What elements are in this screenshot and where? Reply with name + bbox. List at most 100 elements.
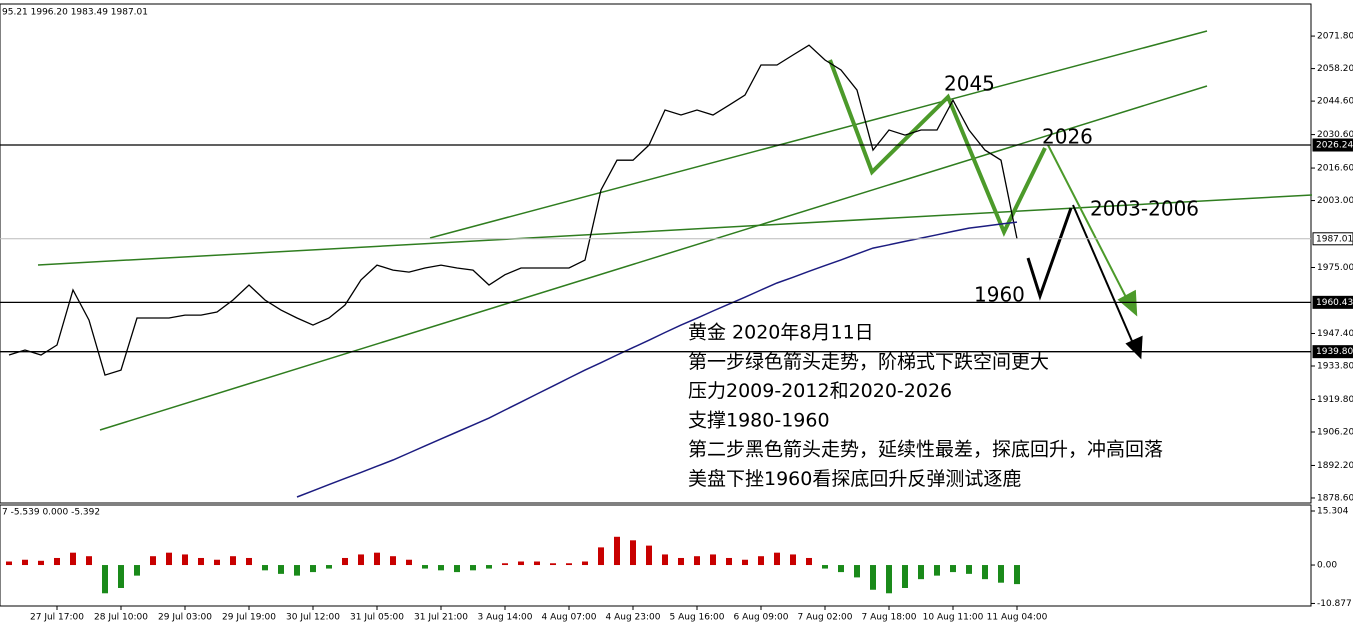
note-line: 美盘下挫1960看探底回升反弹测试逐鹿 (688, 468, 1021, 490)
y-tick-label: 2044.60 (1317, 97, 1353, 107)
annotation: 1960 (974, 283, 1025, 307)
macd-bar (598, 547, 604, 566)
macd-bar (230, 556, 236, 566)
macd-bar (390, 556, 396, 566)
macd-bar (118, 565, 124, 588)
macd-bar (710, 554, 716, 566)
macd-bar (694, 556, 700, 566)
x-tick-label: 6 Aug 09:00 (734, 613, 789, 623)
note-line: 压力2009-2012和2020-2026 (688, 380, 952, 402)
macd-bar (662, 554, 668, 566)
macd-bar (518, 561, 524, 566)
level-badge (1312, 232, 1353, 246)
macd-bar (198, 557, 204, 566)
macd-bar (870, 565, 876, 590)
macd-bar (534, 561, 540, 566)
trend-line (99, 85, 1208, 431)
y-tick-label: 1933.80 (1317, 362, 1353, 372)
macd-bar (486, 565, 492, 569)
macd-bar (150, 556, 156, 566)
macd-bar (998, 565, 1004, 583)
note-line: 第二步黑色箭头走势，延续性最差，探底回升，冲高回落 (688, 439, 1163, 461)
x-tick-label: 7 Aug 02:00 (798, 613, 853, 623)
macd-bar (310, 565, 316, 573)
macd-bar (438, 565, 444, 571)
y-tick-label: 2016.60 (1317, 164, 1353, 174)
x-tick-label: 7 Aug 18:00 (862, 613, 917, 623)
macd-bar (774, 552, 780, 566)
x-tick-label: 4 Aug 23:00 (606, 613, 661, 623)
macd-bar (838, 565, 844, 573)
price-line (8, 44, 1018, 376)
x-tick-label: 28 Jul 10:00 (94, 613, 148, 623)
macd-bar (214, 559, 220, 566)
y-tick-label: 1906.20 (1317, 427, 1353, 437)
x-tick-label: 4 Aug 07:00 (542, 613, 597, 623)
x-tick-label: 10 Aug 11:00 (923, 613, 984, 623)
macd-bar (758, 556, 764, 566)
macd-frame (0, 504, 1312, 607)
arrow-path (1026, 207, 1073, 301)
macd-bar (582, 561, 588, 566)
y-tick-label: 1919.80 (1317, 395, 1353, 405)
level-badge (1312, 295, 1353, 309)
macd-bar (1014, 565, 1020, 585)
macd-bar (294, 565, 300, 576)
macd-bar (454, 565, 460, 573)
macd-bar (182, 554, 188, 566)
level-label: 1987.01 (1316, 234, 1353, 244)
note-line: 第一步绿色箭头走势，阶梯式下跌空间更大 (688, 351, 1049, 373)
level-label: 1960.43 (1316, 298, 1353, 308)
macd-bar (342, 557, 348, 566)
macd-bar (86, 556, 92, 566)
macd-bar (326, 565, 332, 569)
macd-bar (630, 540, 636, 566)
y-tick-label: 2003.00 (1317, 196, 1353, 206)
macd-bar (806, 557, 812, 566)
macd-bar (358, 554, 364, 566)
x-tick-label: 11 Aug 04:00 (987, 613, 1048, 623)
note-line: 支撑1980-1960 (688, 409, 830, 431)
arrow-path (1047, 144, 1131, 306)
x-tick-label: 30 Jul 12:00 (286, 613, 340, 623)
arrow-path (828, 59, 1047, 237)
macd-bar (278, 565, 284, 574)
x-tick-label: 29 Jul 19:00 (222, 613, 276, 623)
x-tick-label: 29 Jul 03:00 (158, 613, 212, 623)
macd-bar (246, 557, 252, 566)
annotation: 2045 (944, 72, 995, 96)
macd-bar (70, 552, 76, 566)
y-tick-label: 15.304 (1317, 506, 1349, 516)
arrow-path (1072, 204, 1136, 349)
price-line (296, 221, 1018, 498)
level-badge (1312, 138, 1353, 152)
trend-line (429, 30, 1208, 239)
macd-bar (470, 565, 476, 571)
macd-bar (678, 557, 684, 566)
trend-line (37, 194, 1313, 266)
y-tick-label: -10.877 (1317, 599, 1352, 609)
macd-bar (902, 565, 908, 588)
level-label: 2026.24 (1316, 141, 1353, 151)
macd-bar (502, 563, 508, 566)
level-label: 1939.80 (1316, 347, 1353, 357)
macd-bar (950, 565, 956, 573)
macd-bar (374, 552, 380, 566)
macd-bar (726, 557, 732, 566)
x-tick-label: 31 Jul 21:00 (414, 613, 468, 623)
y-tick-label: 0.00 (1317, 561, 1337, 571)
macd-bar (6, 561, 12, 566)
trend-lines (37, 30, 1313, 431)
macd-bar (934, 565, 940, 576)
y-tick-label: 2071.80 (1317, 32, 1353, 42)
y-tick-label: 1975.00 (1317, 263, 1353, 273)
macd-bar (982, 565, 988, 580)
macd-bar (422, 565, 428, 569)
annotation: 2003-2006 (1090, 197, 1199, 221)
macd-bar (406, 559, 412, 566)
macd-bar (550, 563, 556, 566)
macd-bar (102, 565, 108, 594)
annotation: 2026 (1042, 125, 1093, 149)
y-tick-label: 2030.60 (1317, 130, 1353, 140)
